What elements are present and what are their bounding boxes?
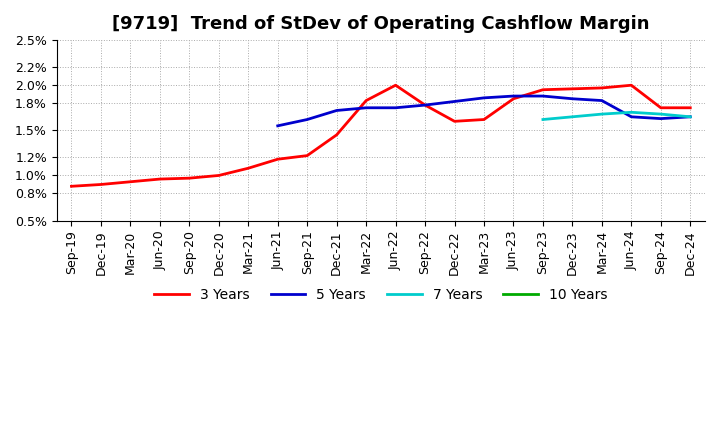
7 Years [598,111,606,117]
5 Years [391,105,400,110]
3 Years [420,103,429,108]
3 Years [686,105,695,110]
7 Years [568,114,577,119]
5 Years [274,123,282,128]
3 Years [96,182,105,187]
3 Years [657,105,665,110]
3 Years [627,83,636,88]
5 Years [686,114,695,119]
3 Years [568,86,577,92]
3 Years [362,98,371,103]
3 Years [509,96,518,101]
7 Years [627,110,636,115]
5 Years [303,117,312,122]
Title: [9719]  Trend of StDev of Operating Cashflow Margin: [9719] Trend of StDev of Operating Cashf… [112,15,649,33]
7 Years [686,114,695,119]
5 Years [450,99,459,104]
3 Years [67,183,76,189]
Legend: 3 Years, 5 Years, 7 Years, 10 Years: 3 Years, 5 Years, 7 Years, 10 Years [149,282,613,308]
Line: 3 Years: 3 Years [71,85,690,186]
3 Years [333,132,341,137]
3 Years [274,157,282,162]
3 Years [450,119,459,124]
7 Years [539,117,547,122]
3 Years [244,165,253,171]
5 Years [598,98,606,103]
3 Years [391,83,400,88]
5 Years [420,103,429,108]
5 Years [333,108,341,113]
5 Years [657,116,665,121]
Line: 5 Years: 5 Years [278,96,690,126]
3 Years [215,173,223,178]
5 Years [568,96,577,101]
3 Years [126,179,135,184]
Line: 7 Years: 7 Years [543,112,690,120]
3 Years [303,153,312,158]
5 Years [539,93,547,99]
5 Years [627,114,636,119]
5 Years [362,105,371,110]
3 Years [156,176,164,182]
5 Years [509,93,518,99]
3 Years [480,117,488,122]
5 Years [480,95,488,100]
3 Years [539,87,547,92]
7 Years [657,111,665,117]
3 Years [185,176,194,181]
3 Years [598,85,606,91]
